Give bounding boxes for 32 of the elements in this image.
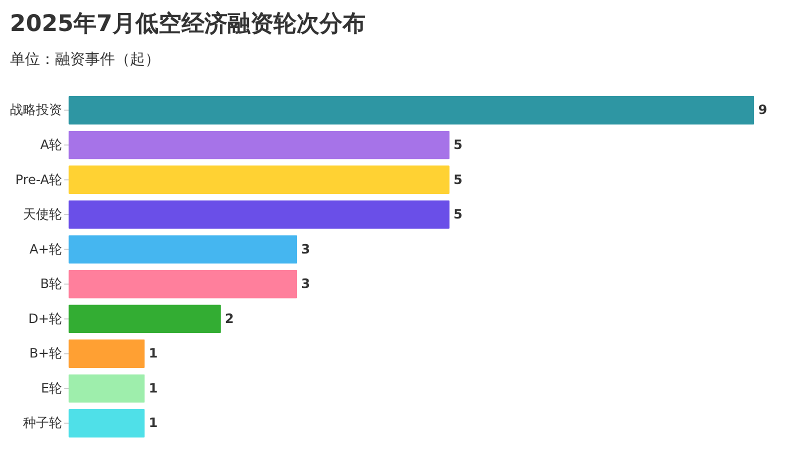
data-label: 3 <box>301 277 310 292</box>
bar <box>68 409 145 438</box>
data-label: 1 <box>148 381 158 396</box>
bar <box>68 130 450 160</box>
data-label: 3 <box>301 242 310 258</box>
bar <box>68 166 450 194</box>
data-label: 2 <box>224 312 234 327</box>
data-label: 1 <box>148 346 158 362</box>
data-label: 5 <box>453 172 462 188</box>
y-tick-label: A+轮 <box>29 242 62 258</box>
y-tick-label: B轮 <box>40 277 62 292</box>
bar <box>68 235 298 264</box>
y-tick-label: 天使轮 <box>23 208 62 223</box>
data-label: 5 <box>453 138 462 153</box>
bar <box>68 200 450 229</box>
y-tick-label: Pre-A轮 <box>15 172 62 188</box>
y-tick-label: D+轮 <box>28 312 62 327</box>
y-tick-label: B+轮 <box>29 346 62 362</box>
bar <box>68 374 145 403</box>
data-label: 1 <box>148 416 158 432</box>
y-tick-label: A轮 <box>40 138 62 153</box>
bar <box>68 304 221 334</box>
bar <box>68 96 754 124</box>
data-label: 9 <box>758 103 768 118</box>
bar <box>68 270 298 298</box>
y-tick-label: 种子轮 <box>23 416 62 432</box>
chart-subtitle: 单位：融资事件（起） <box>10 50 160 68</box>
y-tick-label: 战略投资 <box>10 103 62 118</box>
chart-title: 2025年7月低空经济融资轮次分布 <box>10 10 366 38</box>
bar <box>68 339 145 368</box>
y-tick-label: E轮 <box>40 381 62 396</box>
data-label: 5 <box>453 208 462 223</box>
